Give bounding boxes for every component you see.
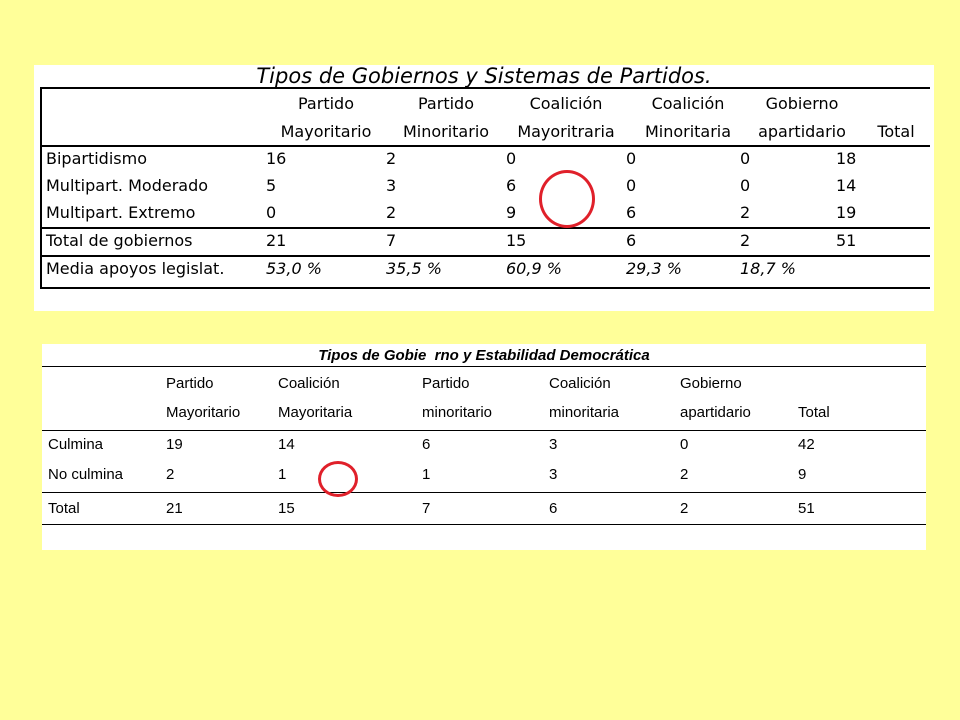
t1-cell: 0: [266, 203, 277, 222]
highlight-circle: [318, 461, 358, 497]
table1-title: Tipos de Gobiernos y Sistemas de Partido…: [256, 64, 712, 88]
t1-cell: 0: [740, 176, 751, 195]
t2-cell: 1: [278, 466, 287, 483]
t1-cell-mean: 35,5 %: [386, 259, 442, 278]
t1-cell: 5: [266, 176, 277, 195]
t2-row-label: Culmina: [48, 436, 104, 453]
t1-col3-line1: Coalición: [529, 94, 603, 113]
t2-cell: 2: [680, 466, 689, 483]
t2-col5-line1: Gobierno: [680, 375, 742, 392]
t1-cell-mean: 53,0 %: [266, 259, 322, 278]
t2-cell: 14: [278, 436, 295, 453]
t2-cell: 9: [798, 466, 807, 483]
t2-col6-header: Total: [798, 404, 830, 421]
t1-col4-line1: Coalición: [651, 94, 725, 113]
t1-cell: 6: [506, 176, 517, 195]
t1-col4-line2: Minoritaria: [644, 122, 732, 141]
t1-cell: 18: [836, 149, 857, 168]
t1-col5-line2: apartidario: [758, 122, 846, 141]
t1-cell: 15: [506, 231, 527, 250]
t1-cell: 0: [626, 176, 637, 195]
highlight-circle: [539, 170, 595, 228]
t1-cell: 7: [386, 231, 397, 250]
t2-col5-line2: apartidario: [680, 404, 751, 421]
t2-cell: 2: [680, 500, 689, 517]
t1-row-label: Media apoyos legislat.: [46, 259, 225, 278]
t1-row-label: Multipart. Extremo: [46, 203, 196, 222]
t1-row-label: Bipartidismo: [46, 149, 147, 168]
t2-cell: 3: [549, 436, 558, 453]
t1-cell: 3: [386, 176, 397, 195]
table1-mean-rule: [40, 255, 930, 257]
t1-cell: 2: [386, 203, 397, 222]
party-systems-table: Tipos de Gobiernos y Sistemas de Partido…: [34, 64, 934, 311]
t2-cell: 1: [422, 466, 431, 483]
t2-cell: 19: [166, 436, 183, 453]
t2-col4-line1: Coalición: [549, 375, 611, 392]
t1-cell: 0: [506, 149, 517, 168]
t2-cell: 21: [166, 500, 183, 517]
table2-title: Tipos de Gobie rno y Estabilidad Democrá…: [318, 347, 650, 364]
t1-col1-line2: Mayoritario: [280, 122, 372, 141]
democratic-stability-table: Tipos de Gobie rno y Estabilidad Democrá…: [42, 344, 926, 550]
t1-cell: 0: [740, 149, 751, 168]
t2-row-label: No culmina: [48, 466, 124, 483]
t2-col2-line1: Coalición: [278, 375, 340, 392]
t2-col1-line1: Partido: [166, 375, 214, 392]
t1-cell: 0: [626, 149, 637, 168]
t1-cell: 2: [740, 231, 751, 250]
table2-bottom-rule: [42, 524, 926, 525]
t1-cell: 2: [386, 149, 397, 168]
t1-cell: 6: [626, 203, 637, 222]
t2-col3-line1: Partido: [422, 375, 470, 392]
t2-cell: 51: [798, 500, 815, 517]
table1-bottom-rule: [40, 287, 930, 289]
t2-cell: 3: [549, 466, 558, 483]
t1-cell: 51: [836, 231, 857, 250]
t1-row-label: Total de gobiernos: [46, 231, 193, 250]
t1-col5-line1: Gobierno: [765, 94, 839, 113]
t1-cell: 6: [626, 231, 637, 250]
table1-top-rule: [40, 87, 930, 89]
t2-col2-line2: Mayoritaria: [278, 404, 353, 421]
t1-cell-mean: 60,9 %: [506, 259, 562, 278]
t1-cell: 9: [506, 203, 517, 222]
t2-col1-line2: Mayoritario: [166, 404, 241, 421]
table1-total-rule: [40, 227, 930, 229]
t2-cell: 7: [422, 500, 431, 517]
t1-col2-line1: Partido: [418, 94, 474, 113]
table2-top-rule: [42, 366, 926, 367]
table2-header-rule: [42, 430, 926, 431]
t2-cell: 6: [422, 436, 431, 453]
t1-col2-line2: Minoritario: [402, 122, 490, 141]
t1-cell: 14: [836, 176, 857, 195]
t2-cell: 6: [549, 500, 558, 517]
table1-left-border: [40, 87, 42, 287]
t1-row-label: Multipart. Moderado: [46, 176, 209, 195]
table2-total-rule: [42, 492, 926, 493]
t1-col3-line2: Mayoritraria: [517, 122, 615, 141]
t2-col3-line2: minoritario: [422, 404, 493, 421]
t2-cell: 0: [680, 436, 689, 453]
table1-header-rule: [40, 145, 930, 147]
t1-cell-mean: 18,7 %: [740, 259, 796, 278]
t2-cell: 15: [278, 500, 295, 517]
t1-cell: 2: [740, 203, 751, 222]
t1-cell: 16: [266, 149, 287, 168]
t2-cell: 2: [166, 466, 175, 483]
t1-col6-header: Total: [877, 122, 915, 141]
t2-col4-line2: minoritaria: [549, 404, 620, 421]
t2-cell: 42: [798, 436, 815, 453]
t1-cell: 21: [266, 231, 287, 250]
t1-col1-line1: Partido: [298, 94, 354, 113]
t1-cell: 19: [836, 203, 857, 222]
t2-row-label: Total: [48, 500, 80, 517]
t1-cell-mean: 29,3 %: [626, 259, 682, 278]
